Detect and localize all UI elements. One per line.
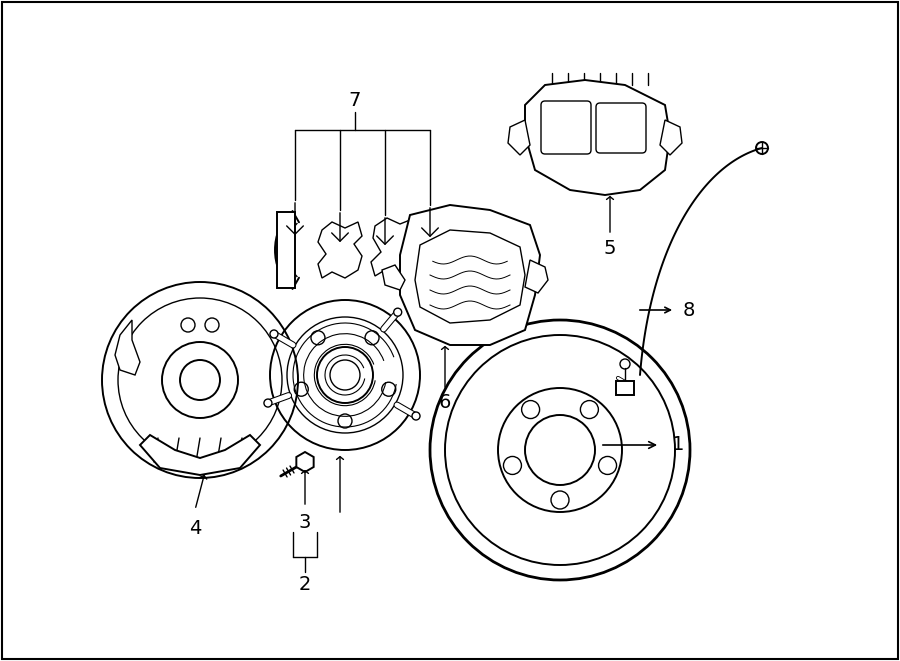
Text: 5: 5 (604, 239, 617, 258)
Text: 1: 1 (672, 436, 684, 455)
Polygon shape (371, 218, 419, 276)
Polygon shape (525, 260, 548, 293)
Text: 2: 2 (299, 574, 311, 594)
Polygon shape (277, 212, 295, 288)
Polygon shape (508, 120, 530, 155)
Circle shape (393, 308, 401, 316)
Polygon shape (140, 435, 260, 475)
Circle shape (264, 399, 272, 407)
Text: 6: 6 (439, 393, 451, 412)
FancyBboxPatch shape (541, 101, 591, 154)
Polygon shape (525, 80, 670, 195)
Polygon shape (115, 320, 140, 375)
Polygon shape (400, 205, 540, 345)
Text: 8: 8 (683, 301, 696, 319)
Polygon shape (318, 222, 362, 278)
FancyBboxPatch shape (616, 381, 634, 395)
Circle shape (270, 330, 278, 338)
Polygon shape (660, 120, 682, 155)
Circle shape (412, 412, 420, 420)
Polygon shape (296, 452, 314, 472)
Polygon shape (382, 265, 405, 290)
Text: 7: 7 (349, 91, 361, 110)
Circle shape (756, 142, 768, 154)
Text: 3: 3 (299, 512, 311, 531)
FancyBboxPatch shape (596, 103, 646, 153)
Text: 4: 4 (189, 518, 202, 537)
